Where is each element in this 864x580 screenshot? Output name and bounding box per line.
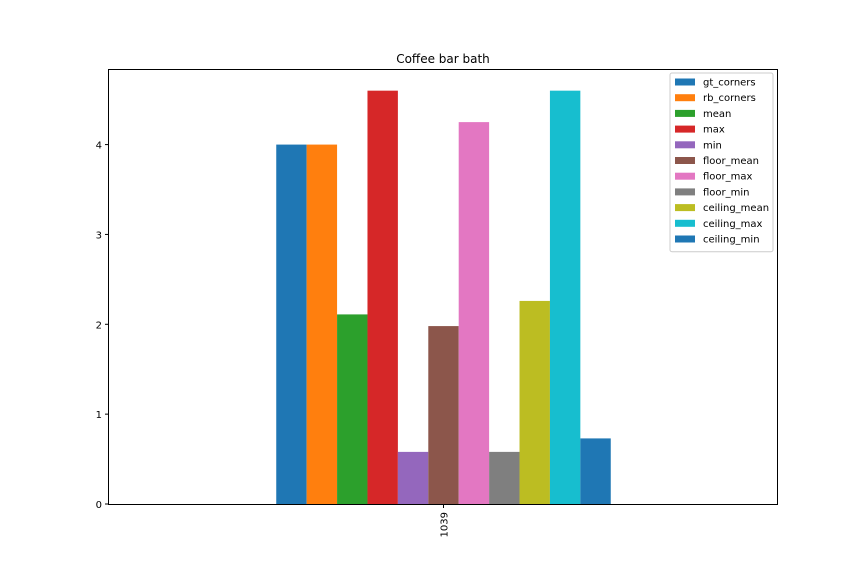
bars-group bbox=[276, 90, 611, 505]
legend-swatch bbox=[675, 172, 695, 180]
legend-swatch bbox=[675, 235, 695, 243]
legend-swatch bbox=[675, 157, 695, 164]
legend-swatch bbox=[675, 94, 695, 102]
bar-mean bbox=[337, 314, 368, 504]
legend-label: floor_mean bbox=[703, 156, 759, 167]
legend-label: rb_corners bbox=[703, 93, 756, 104]
legend-swatch bbox=[675, 219, 695, 227]
legend-swatch bbox=[675, 109, 695, 117]
legend-label: ceiling_mean bbox=[703, 203, 769, 214]
legend-label: ceiling_min bbox=[703, 235, 760, 246]
legend-label: ceiling_max bbox=[703, 219, 763, 230]
bar-rb-corners bbox=[306, 144, 338, 504]
bar-min bbox=[397, 451, 429, 504]
legend-label: floor_min bbox=[703, 187, 750, 198]
legend-swatch bbox=[675, 141, 695, 149]
y-tick-label: 3 bbox=[96, 230, 102, 241]
chart-title: Coffee bar bath bbox=[396, 52, 490, 66]
y-tick-label: 0 bbox=[96, 500, 102, 511]
bar-ceiling-max bbox=[549, 90, 581, 505]
bar-floor-mean bbox=[428, 326, 459, 504]
bar-floor-min bbox=[489, 451, 520, 504]
legend-box bbox=[669, 72, 774, 253]
legend-label: gt_corners bbox=[703, 78, 756, 89]
legend-label: floor_max bbox=[703, 172, 753, 183]
bar-floor-max bbox=[458, 122, 490, 505]
legend-swatch bbox=[675, 125, 695, 133]
legend-swatch bbox=[675, 188, 695, 196]
x-axis: 1039 bbox=[440, 504, 451, 537]
legend-swatch bbox=[675, 204, 695, 212]
y-tick-label: 2 bbox=[96, 320, 102, 331]
bar-ceiling-mean bbox=[519, 300, 550, 504]
y-tick-label: 4 bbox=[96, 141, 102, 152]
bar-ceiling-min bbox=[580, 438, 611, 504]
bar-max bbox=[367, 90, 398, 505]
y-axis: 0 1 2 3 4 bbox=[96, 141, 109, 511]
legend-swatch bbox=[675, 78, 695, 86]
legend-label: max bbox=[703, 125, 725, 136]
bar-gt-corners bbox=[276, 144, 307, 504]
x-tick-label: 1039 bbox=[440, 512, 451, 537]
y-tick-label: 1 bbox=[96, 410, 102, 421]
legend-label: min bbox=[703, 140, 722, 151]
legend-label: mean bbox=[703, 109, 731, 120]
